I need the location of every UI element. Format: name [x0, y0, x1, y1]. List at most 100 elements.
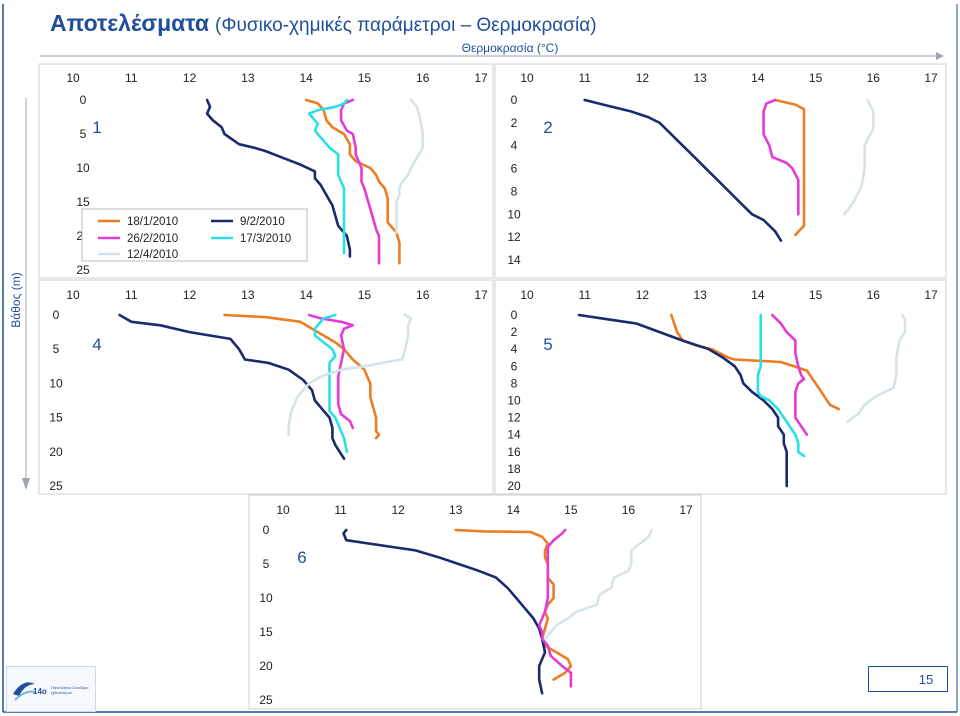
x-tick-label: 16 — [867, 288, 881, 302]
series-line-26-2-2010 — [339, 98, 381, 265]
x-tick-label: 11 — [578, 288, 591, 302]
y-tick-label: 25 — [259, 693, 273, 707]
legend: 18/1/2010 9/2/2010 26/2/2010 17/3/2010 12/4/… — [81, 208, 308, 262]
y-tick-label: 25 — [76, 263, 90, 277]
y-tick-label: 20 — [507, 479, 521, 493]
chart-border — [248, 494, 702, 710]
x-axis-arrow-head — [936, 52, 944, 60]
y-tick-label: 4 — [511, 139, 518, 153]
x-tick-label: 17 — [924, 288, 938, 302]
series-line-18-1-2010 — [304, 98, 401, 265]
x-tick-label: 17 — [924, 71, 938, 85]
y-tick-label: 5 — [53, 342, 60, 356]
series-line-9-2-2010 — [118, 313, 346, 460]
chart-1: 10111213141516170510152025118/1/20109/2/… — [38, 63, 494, 279]
x-tick-label: 16 — [622, 503, 636, 517]
y-axis-arrow-head — [22, 478, 30, 490]
page-number-text: 15 — [918, 672, 934, 687]
y-tick-label: 0 — [263, 523, 270, 537]
y-axis-label: Βάθος (m) — [9, 272, 23, 327]
x-tick-label: 12 — [183, 71, 197, 85]
x-tick-label: 15 — [809, 288, 823, 302]
x-tick-label: 17 — [474, 71, 488, 85]
series-line-17-3-2010 — [756, 313, 806, 458]
y-tick-label: 2 — [511, 116, 518, 130]
y-tick-label: 15 — [76, 195, 90, 209]
x-tick-label: 17 — [679, 503, 693, 517]
x-tick-label: 10 — [520, 71, 534, 85]
x-tick-label: 14 — [751, 71, 765, 85]
x-tick-label: 10 — [520, 288, 534, 302]
x-tick-label: 10 — [276, 503, 290, 517]
y-tick-label: 6 — [511, 162, 518, 176]
x-tick-label: 13 — [693, 71, 707, 85]
x-tick-label: 12 — [391, 503, 405, 517]
x-tick-label: 17 — [474, 288, 488, 302]
series-line-9-2-2010 — [583, 98, 783, 242]
x-tick-label: 11 — [578, 71, 591, 85]
chart-4: 10 11 12 13 14 15 16 17 0 5 10 15 20 25 4 — [38, 279, 494, 495]
y-tick-label: 25 — [49, 479, 63, 493]
legend-label: 26/2/2010 — [127, 233, 178, 245]
x-tick-label: 14 — [299, 288, 313, 302]
legend-label: 9/2/2010 — [240, 216, 285, 228]
series-line-17-3-2010 — [313, 313, 349, 454]
x-tick-label: 13 — [449, 503, 463, 517]
y-tick-label: 14 — [507, 253, 521, 267]
chart-6: 10 11 12 13 14 15 16 17 0 5 10 15 20 25 6 — [248, 494, 702, 710]
legend-label: 18/1/2010 — [127, 216, 178, 228]
y-tick-label: 4 — [511, 342, 518, 356]
y-tick-label: 20 — [49, 445, 63, 459]
page-title: Αποτελέσματα (Φυσικο-χημικές παράμετροι –… — [50, 10, 597, 37]
page-number: 15 — [868, 666, 948, 692]
y-tick-label: 2 — [511, 325, 518, 339]
y-tick-label: 18 — [507, 462, 521, 476]
chart-border — [494, 279, 947, 495]
y-tick-label: 0 — [511, 93, 518, 107]
y-tick-label: 16 — [507, 445, 521, 459]
y-tick-label: 5 — [263, 557, 270, 571]
x-tick-label: 14 — [299, 71, 313, 85]
series-line-9-2-2010 — [342, 528, 547, 695]
y-tick-label: 20 — [259, 659, 273, 673]
x-tick-label: 11 — [334, 503, 347, 517]
legend-label: 17/3/2010 — [240, 233, 291, 245]
series-line-26-2-2010 — [537, 528, 573, 688]
y-tick-label: 15 — [49, 411, 63, 425]
series-line-12-4-2010 — [395, 98, 425, 234]
chart-2: 10 11 12 13 14 15 16 17 0 2 4 6 8 10 12 14 2 — [494, 63, 947, 279]
y-tick-label: 10 — [507, 207, 521, 221]
series-line-12-4-2010 — [287, 313, 413, 437]
series-line-26-2-2010 — [770, 313, 809, 437]
chart-border — [494, 63, 947, 279]
y-tick-label: 12 — [507, 411, 521, 425]
y-tick-label: 12 — [507, 230, 521, 244]
x-tick-label: 10 — [66, 288, 80, 302]
conference-logo: 14ο Πανελλήνιο Συνέδριο Ιχθυολόγων — [6, 666, 96, 712]
x-tick-label: 11 — [125, 288, 138, 302]
chart-border — [38, 279, 494, 495]
logo-text: Πανελλήνιο Συνέδριο Ιχθυολόγων — [51, 685, 89, 695]
y-tick-label: 8 — [511, 376, 518, 390]
series-line-12-4-2010 — [845, 313, 907, 424]
series-line-18-1-2010 — [669, 313, 841, 411]
x-tick-label: 15 — [809, 71, 823, 85]
x-axis-label: Θερμοκρασία (°C) — [462, 41, 559, 55]
x-tick-label: 16 — [867, 71, 881, 85]
y-tick-label: 6 — [511, 359, 518, 373]
y-tick-label: 10 — [49, 376, 63, 390]
x-tick-label: 14 — [751, 288, 765, 302]
y-tick-label: 0 — [80, 93, 87, 107]
series-line-12-4-2010 — [843, 98, 875, 216]
y-tick-label: 14 — [507, 428, 521, 442]
y-tick-label: 15 — [259, 625, 273, 639]
x-tick-label: 15 — [358, 288, 372, 302]
station-label: 4 — [92, 335, 101, 354]
series-line-26-2-2010 — [762, 98, 800, 216]
y-tick-label: 10 — [259, 591, 273, 605]
y-tick-label: 10 — [76, 161, 90, 175]
y-tick-label: 0 — [511, 308, 518, 322]
x-tick-label: 11 — [125, 71, 138, 85]
station-label: 1 — [92, 118, 101, 137]
